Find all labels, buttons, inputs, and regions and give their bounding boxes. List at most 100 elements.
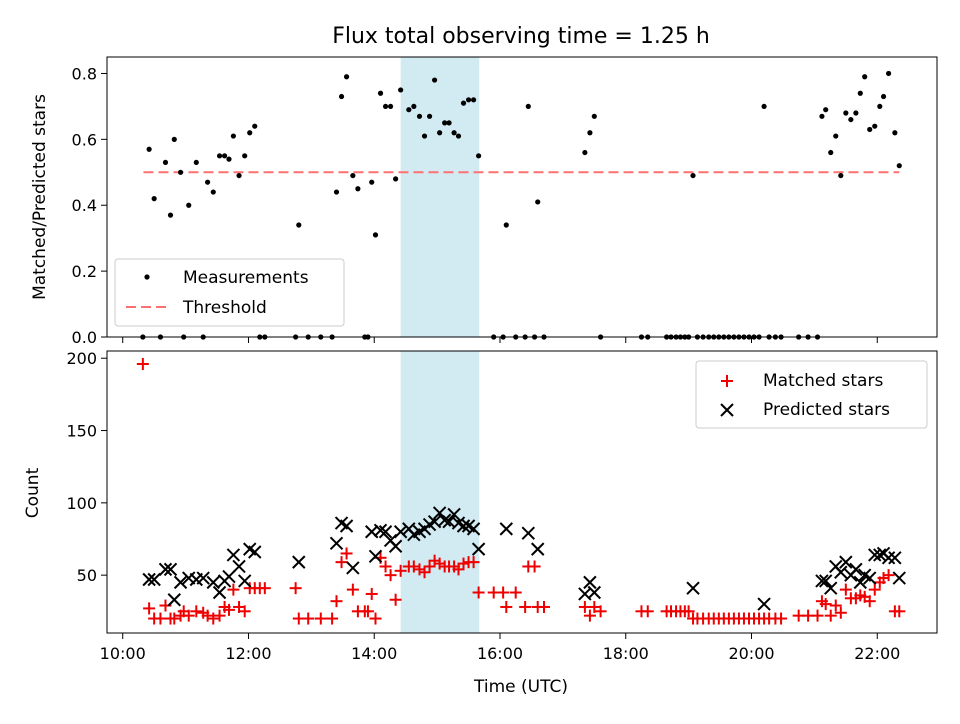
- predicted-point: [824, 581, 838, 595]
- matched-point: [346, 583, 359, 596]
- measurement-point: [892, 130, 898, 136]
- predicted-points: [142, 506, 906, 611]
- measurement-point: [226, 156, 232, 162]
- legend-predicted-label: Predicted stars: [763, 400, 890, 420]
- predicted-point: [892, 571, 906, 585]
- measurement-point: [416, 113, 423, 119]
- measurement-point: [162, 159, 169, 166]
- predicted-point: [237, 574, 252, 588]
- bottom-y-tick-label: 150: [66, 422, 97, 441]
- predicted-point: [888, 551, 902, 565]
- measurement-point: [460, 100, 467, 106]
- matched-point: [428, 554, 441, 567]
- predicted-point: [147, 572, 161, 587]
- measurement-point: [151, 196, 157, 202]
- measurement-point: [885, 70, 892, 77]
- x-tick-label: 20:00: [728, 644, 774, 663]
- measurement-point: [465, 97, 472, 103]
- predicted-point: [393, 525, 408, 539]
- measurement-point: [426, 113, 433, 119]
- measurement-point: [167, 212, 174, 218]
- measurement-point: [862, 74, 868, 80]
- measurement-point: [451, 130, 457, 136]
- predicted-point: [587, 585, 602, 600]
- predicted-point: [226, 548, 241, 562]
- measurement-point: [828, 149, 834, 156]
- legend-matched-marker: [721, 375, 733, 387]
- measurement-point: [171, 136, 177, 142]
- matched-point: [314, 612, 327, 625]
- measurement-point: [393, 176, 399, 182]
- measurement-point: [470, 97, 477, 103]
- matched-point: [143, 602, 156, 615]
- matched-point: [330, 595, 343, 608]
- measurement-point: [216, 153, 223, 159]
- matched-point: [594, 605, 607, 618]
- predicted-point: [222, 569, 236, 584]
- legend-measurements-marker: [144, 274, 150, 280]
- bottom-y-axis-label: Count: [23, 467, 43, 518]
- matched-point: [335, 556, 348, 569]
- matched-point: [824, 609, 837, 622]
- measurement-point: [382, 103, 389, 110]
- measurement-point: [221, 153, 228, 159]
- top-legend-box: [114, 258, 345, 327]
- predicted-point: [339, 519, 354, 533]
- measurement-point: [230, 133, 236, 139]
- matched-point: [452, 563, 465, 576]
- predicted-point: [466, 522, 481, 536]
- matched-point: [588, 600, 601, 613]
- x-axis-label: Time (UTC): [473, 677, 568, 697]
- predicted-point: [853, 575, 867, 590]
- x-tick-label: 18:00: [603, 644, 649, 663]
- measurement-point: [446, 120, 452, 126]
- measurement-point: [343, 74, 350, 80]
- predicted-point: [818, 574, 833, 588]
- matched-point: [472, 586, 485, 599]
- measurement-point: [146, 146, 152, 152]
- top-highlight-span: [400, 57, 480, 337]
- predicted-point: [167, 593, 181, 607]
- measurement-point: [387, 103, 394, 110]
- predicted-point: [292, 555, 306, 569]
- predicted-point: [212, 585, 227, 600]
- matched-point: [258, 582, 271, 595]
- bottom-x-ticks: 10:00 12:00 14:00 16:00 18:00 20:00 22:00: [100, 633, 900, 663]
- measurement-point: [411, 103, 417, 110]
- measurement-point: [455, 133, 462, 139]
- measurement-point: [372, 232, 379, 238]
- matched-point: [868, 583, 881, 596]
- matched-point: [893, 605, 906, 618]
- measurement-point: [242, 153, 248, 159]
- matched-point: [497, 586, 510, 599]
- matched-point: [583, 609, 596, 622]
- measurement-point: [369, 179, 375, 185]
- matched-point: [433, 557, 446, 570]
- predicted-point: [873, 548, 887, 562]
- predicted-point: [196, 571, 210, 585]
- predicted-point: [232, 559, 246, 574]
- matched-point: [154, 612, 167, 625]
- matched-point: [182, 609, 195, 622]
- predicted-point: [163, 562, 178, 577]
- measurement-point: [690, 172, 696, 179]
- measurement-point: [857, 90, 863, 96]
- measurement-point: [377, 90, 384, 96]
- matched-point: [882, 569, 895, 582]
- measurement-point: [421, 133, 428, 139]
- predicted-point: [521, 526, 535, 540]
- matched-point: [829, 599, 842, 612]
- top-y-tick-label: 0.8: [72, 64, 97, 83]
- predicted-point: [437, 513, 452, 527]
- measurement-point: [186, 202, 192, 208]
- measurement-point: [761, 103, 767, 110]
- matched-point: [682, 605, 695, 618]
- predicted-point: [329, 536, 344, 551]
- predicted-point: [388, 539, 403, 553]
- measurement-point: [210, 189, 216, 195]
- matched-point: [418, 566, 431, 579]
- x-tick-label: 16:00: [477, 644, 523, 663]
- top-y-tick-label: 0.4: [72, 196, 97, 215]
- matched-point: [819, 598, 832, 611]
- matched-point: [538, 600, 551, 613]
